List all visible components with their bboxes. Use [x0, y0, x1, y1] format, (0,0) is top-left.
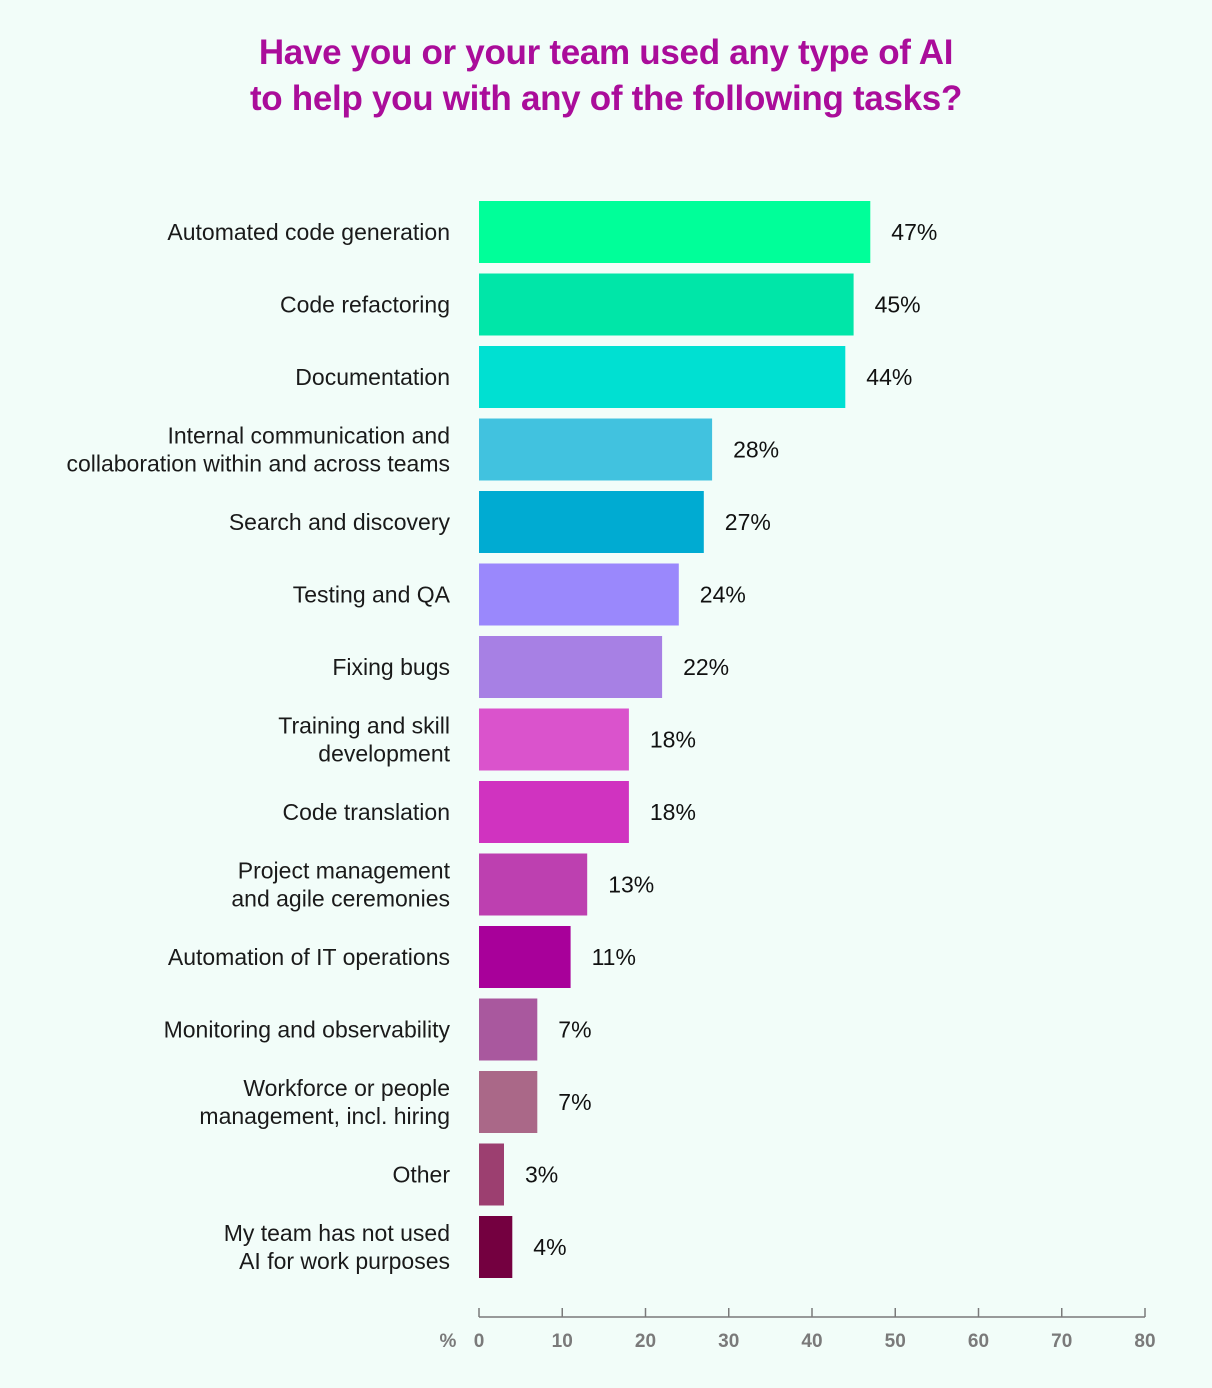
chart-title-line-2: to help you with any of the following ta…: [249, 79, 963, 118]
bar: [479, 1071, 538, 1133]
category-label: Fixing bugs: [332, 654, 450, 680]
category-label: Other: [392, 1162, 450, 1188]
data-label: 45%: [875, 292, 921, 318]
data-label: 47%: [891, 219, 937, 245]
category-label-line: Fixing bugs: [332, 654, 450, 680]
bar: [479, 853, 588, 916]
data-label: 24%: [700, 582, 746, 608]
data-label: 18%: [650, 799, 696, 825]
category-label: Code refactoring: [280, 292, 450, 318]
x-tick-label: 0: [474, 1331, 485, 1352]
category-label-line: Training and skill: [278, 713, 450, 739]
data-label: 7%: [558, 1017, 591, 1043]
category-label-line: development: [318, 741, 450, 767]
category-label: Documentation: [295, 364, 450, 390]
bar: [479, 926, 571, 988]
bar: [479, 418, 713, 481]
category-label: Project management and agile ceremonies: [231, 858, 450, 912]
category-label-line: management, incl. hiring: [199, 1103, 450, 1129]
data-label: 11%: [592, 944, 636, 970]
category-label-line: Automation of IT operations: [168, 944, 450, 970]
category-label-line: AI for work purposes: [239, 1248, 450, 1274]
data-label: 28%: [733, 437, 779, 463]
category-label-line: Internal communication and: [167, 423, 450, 449]
category-label: Code translation: [283, 799, 451, 825]
bar: [479, 273, 854, 336]
data-label: 7%: [558, 1089, 591, 1115]
category-label: Search and discovery: [229, 509, 451, 535]
x-tick-label: 70: [1051, 1331, 1072, 1352]
data-label: 4%: [533, 1234, 566, 1260]
bar: [479, 1143, 504, 1206]
data-label: 44%: [866, 364, 912, 390]
category-label-line: Documentation: [295, 364, 450, 390]
x-tick-label: 60: [968, 1331, 989, 1352]
category-label-line: Project management: [238, 858, 451, 884]
category-label: Automated code generation: [167, 219, 450, 245]
category-label-line: Workforce or people: [243, 1075, 450, 1101]
data-label: 27%: [725, 509, 771, 535]
category-label-line: collaboration within and across teams: [66, 451, 450, 477]
bar: [479, 998, 538, 1061]
category-label-line: Automated code generation: [167, 219, 450, 245]
category-label-line: Monitoring and observability: [164, 1017, 451, 1043]
x-tick-label: 80: [1134, 1331, 1155, 1352]
x-tick-label: 50: [885, 1331, 906, 1352]
category-label-line: Search and discovery: [229, 509, 451, 535]
x-axis-label: %: [440, 1331, 457, 1352]
data-label: 3%: [525, 1162, 558, 1188]
x-tick-label: 40: [801, 1331, 822, 1352]
bar: [479, 708, 629, 771]
bar: [479, 201, 871, 263]
bar: [479, 491, 704, 553]
category-label-line: and agile ceremonies: [231, 886, 450, 912]
bar: [479, 346, 846, 408]
data-label: 22%: [683, 654, 729, 680]
chart-title: Have you or your team used any type of A…: [0, 30, 1212, 122]
x-tick-label: 10: [552, 1331, 573, 1352]
category-label: Automation of IT operations: [168, 944, 450, 970]
category-label: Internal communication and collaboration …: [66, 423, 450, 477]
category-label: Monitoring and observability: [164, 1017, 451, 1043]
bar: [479, 1216, 513, 1278]
category-label: Testing and QA: [293, 582, 451, 608]
data-label: 18%: [650, 727, 696, 753]
x-tick-label: 30: [718, 1331, 739, 1352]
bar: [479, 636, 663, 698]
category-label: Training and skill development: [278, 713, 450, 767]
category-label-line: Testing and QA: [293, 582, 451, 608]
data-label: 13%: [608, 872, 654, 898]
bar: [479, 563, 679, 626]
category-label: Workforce or people management, incl. hir…: [199, 1075, 450, 1129]
category-label-line: Code refactoring: [280, 292, 450, 318]
category-label-line: My team has not used: [224, 1220, 450, 1246]
category-label: My team has not used AI for work purposes: [224, 1220, 450, 1274]
category-label-line: Code translation: [283, 799, 451, 825]
chart-title-line-1: Have you or your team used any type of A…: [258, 33, 954, 72]
category-label-line: Other: [392, 1162, 450, 1188]
bar: [479, 781, 629, 843]
x-tick-label: 20: [635, 1331, 656, 1352]
